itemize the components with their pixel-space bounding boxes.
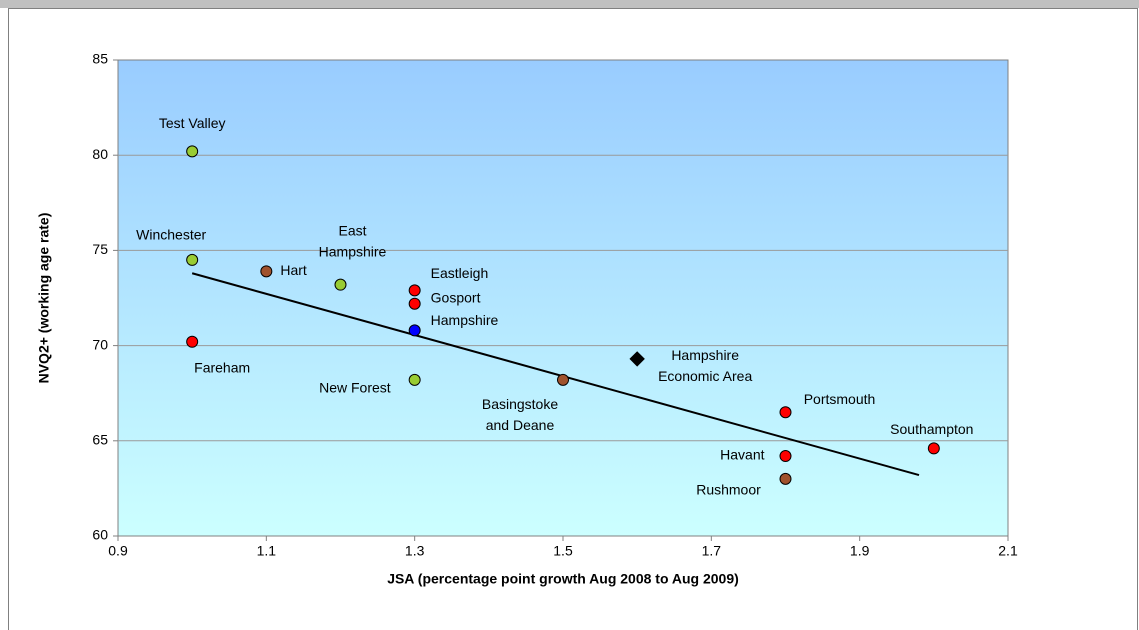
marker	[779, 472, 792, 485]
y-tick-label: 80	[92, 146, 108, 162]
marker	[408, 373, 421, 386]
trendline	[191, 272, 920, 477]
marker	[629, 351, 645, 367]
marker	[557, 373, 569, 386]
point-label: Gosport	[431, 289, 481, 305]
point-label: Eastleigh	[431, 265, 489, 281]
marker	[186, 253, 199, 266]
y-tick-label: 65	[92, 432, 108, 448]
marker	[334, 278, 347, 291]
point-label: Hampshire Economic Area	[658, 347, 752, 384]
x-tick-label: 1.3	[405, 543, 425, 559]
point-label: Portsmouth	[804, 391, 876, 407]
point-label: Hampshire	[431, 312, 499, 328]
x-tick-label: 1.1	[257, 543, 277, 559]
point-label: Fareham	[194, 359, 250, 375]
point-label: Hart	[280, 262, 307, 278]
point-label: Winchester	[136, 227, 206, 243]
x-tick-label: 1.9	[850, 543, 870, 559]
x-tick-label: 0.9	[108, 543, 128, 559]
plot-area	[117, 59, 1009, 537]
marker	[779, 450, 792, 463]
point-label: Southampton	[890, 421, 973, 437]
point-label: Test Valley	[159, 115, 226, 131]
marker	[408, 324, 421, 337]
y-tick-label: 75	[92, 241, 108, 257]
y-tick-label: 60	[92, 527, 108, 543]
marker	[927, 442, 940, 455]
point-label: Basingstoke and Deane	[482, 396, 558, 433]
marker	[408, 284, 421, 297]
x-tick-label: 2.1	[998, 543, 1018, 559]
top-bar	[0, 0, 1139, 8]
marker	[186, 145, 199, 158]
point-label: Havant	[720, 447, 764, 463]
x-tick-label: 1.5	[553, 543, 573, 559]
x-tick-label: 1.7	[702, 543, 722, 559]
y-axis-title: NVQ2+ (working age rate)	[36, 213, 52, 384]
marker	[779, 406, 792, 419]
marker	[408, 297, 421, 310]
marker	[186, 335, 199, 348]
x-axis-title: JSA (percentage point growth Aug 2008 to…	[387, 571, 739, 587]
y-tick-label: 85	[92, 51, 108, 67]
marker	[260, 265, 273, 278]
point-label: East Hampshire	[319, 222, 387, 259]
y-tick-label: 70	[92, 336, 108, 352]
point-label: New Forest	[319, 380, 391, 396]
point-label: Rushmoor	[696, 482, 761, 498]
